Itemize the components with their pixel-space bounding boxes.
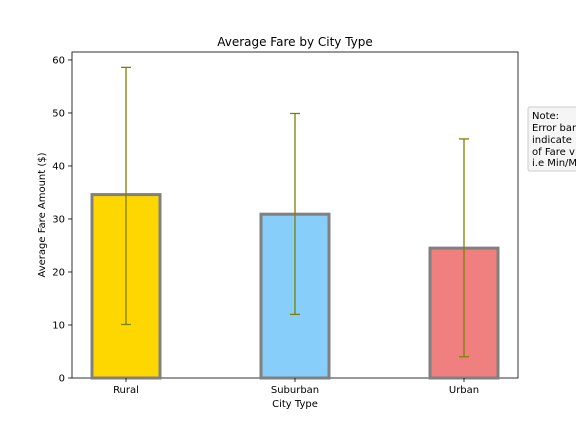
x-axis-label: City Type — [272, 399, 318, 410]
y-tick-label: 20 — [52, 267, 65, 278]
y-tick-label: 10 — [52, 320, 65, 331]
y-tick-label: 60 — [52, 55, 65, 66]
y-axis: 0 10 20 30 40 50 60 — [52, 55, 72, 385]
y-tick-label: 30 — [52, 214, 65, 225]
x-tick-label: Urban — [449, 385, 479, 396]
y-tick-label: 40 — [52, 161, 65, 172]
x-tick-label: Suburban — [271, 385, 319, 396]
chart-title: Average Fare by City Type — [217, 35, 373, 49]
note-box: Note: Error bars indicate of Fare v i.e … — [527, 106, 576, 172]
note-line: Error bars — [532, 123, 576, 134]
note-box-background — [527, 106, 576, 172]
x-axis: Rural Suburban Urban — [113, 378, 479, 396]
x-tick-label: Rural — [113, 385, 139, 396]
note-line: Note: — [532, 111, 559, 122]
note-line: i.e Min/M — [532, 158, 576, 169]
note-line: indicate — [532, 135, 572, 146]
note-line: of Fare v — [532, 147, 575, 158]
y-tick-label: 50 — [52, 108, 65, 119]
y-tick-label: 0 — [59, 374, 65, 385]
error-bars-group — [121, 66, 469, 358]
y-axis-label: Average Fare Amount ($) — [37, 152, 48, 277]
